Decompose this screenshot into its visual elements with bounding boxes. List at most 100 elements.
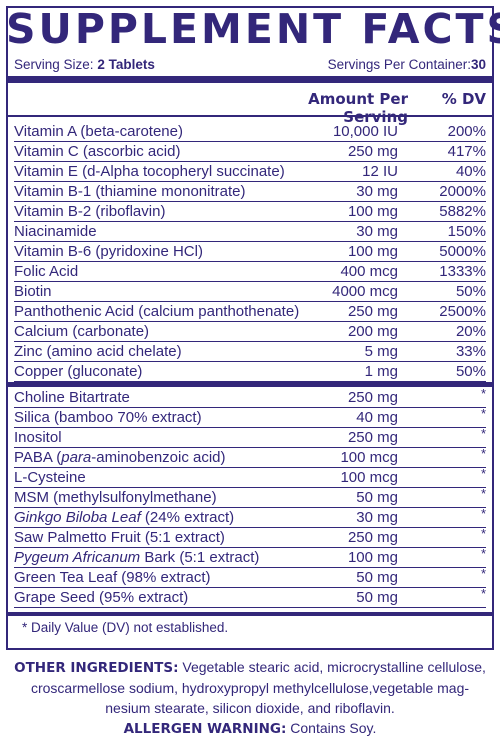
nutrient-amount: 100 mg bbox=[347, 243, 398, 260]
dv-header: % DV bbox=[441, 90, 486, 108]
nutrient-amount: 4000 mcg bbox=[332, 283, 398, 300]
vitamin-row: Calcium (carbonate) 200 mg 20% bbox=[14, 322, 486, 342]
nutrient-amount: 250 mg bbox=[347, 143, 398, 160]
nutrient-name: Ginkgo Biloba Leaf (24% extract) bbox=[14, 508, 234, 528]
section-divider bbox=[8, 382, 492, 387]
supplement-facts-panel bbox=[6, 6, 494, 650]
vitamin-row: Folic Acid 400 mcg 1333% bbox=[14, 262, 486, 282]
nutrient-amount: 100 mcg bbox=[340, 469, 398, 486]
nutrient-dv: * bbox=[480, 486, 486, 501]
nutrient-name: Vitamin B-6 (pyridoxine HCl) bbox=[14, 243, 203, 260]
nutrient-dv: 200% bbox=[447, 123, 486, 140]
nutrient-name: Vitamin C (ascorbic acid) bbox=[14, 143, 181, 160]
vitamin-row: Vitamin C (ascorbic acid) 250 mg 417% bbox=[14, 142, 486, 162]
servings-per-container-value: 30 bbox=[470, 56, 486, 72]
serving-size: Serving Size: 2 Tablets bbox=[14, 57, 155, 72]
nutrient-name: L-Cysteine bbox=[14, 469, 86, 486]
nutrient-amount: 40 mg bbox=[356, 409, 398, 426]
ingredient-row: MSM (methylsulfonylmethane) 50 mg * bbox=[14, 486, 486, 508]
nutrient-name: Vitamin B-1 (thiamine mononitrate) bbox=[14, 183, 246, 200]
nutrient-dv: 417% bbox=[447, 143, 486, 160]
vitamin-row: Vitamin B-2 (riboflavin) 100 mg 5882% bbox=[14, 202, 486, 222]
other-rows: Choline Bitartrate 250 mg * Silica (bamboo … bbox=[14, 386, 486, 608]
nutrient-dv: 2500% bbox=[439, 303, 486, 320]
nutrient-name: Biotin bbox=[14, 283, 52, 300]
allergen-label: ALLERGEN WARNING: bbox=[123, 721, 287, 737]
nutrient-name-italic: Ginkgo Biloba Leaf bbox=[14, 509, 141, 526]
nutrient-amount: 30 mg bbox=[356, 183, 398, 200]
nutrient-amount: 250 mg bbox=[347, 389, 398, 406]
nutrient-dv: 150% bbox=[447, 223, 486, 240]
nutrient-name-italic: para bbox=[61, 449, 92, 466]
nutrient-dv: * bbox=[480, 586, 486, 601]
nutrient-name: Inositol bbox=[14, 429, 62, 446]
vitamin-row: Copper (gluconate) 1 mg 50% bbox=[14, 362, 486, 382]
nutrient-dv: 50% bbox=[455, 283, 486, 300]
nutrient-dv: 33% bbox=[455, 343, 486, 360]
nutrient-amount: 50 mg bbox=[356, 489, 398, 506]
nutrient-name-italic: Pygeum Africanum bbox=[14, 549, 141, 566]
other-ingredients-label: OTHER INGREDIENTS: bbox=[14, 660, 179, 676]
vitamin-row: Biotin 4000 mcg 50% bbox=[14, 282, 486, 302]
other-ingredients: OTHER INGREDIENTS: Vegetable stearic aci… bbox=[0, 657, 500, 739]
nutrient-amount: 250 mg bbox=[347, 529, 398, 546]
ingredient-row: Choline Bitartrate 250 mg * bbox=[14, 386, 486, 408]
amount-header: Amount Per Serving bbox=[308, 90, 408, 126]
nutrient-dv: 40% bbox=[455, 163, 486, 180]
servings-per-container: Servings Per Container:30 bbox=[328, 57, 486, 72]
nutrient-name: Niacinamide bbox=[14, 223, 97, 240]
ingredient-row: Ginkgo Biloba Leaf (24% extract) 30 mg * bbox=[14, 506, 486, 528]
ingredient-row: Saw Palmetto Fruit (5:1 extract) 250 mg * bbox=[14, 526, 486, 548]
nutrient-name: Calcium (carbonate) bbox=[14, 323, 150, 340]
bottom-divider bbox=[8, 612, 492, 616]
nutrient-amount: 1 mg bbox=[364, 363, 398, 380]
ingredient-row: Green Tea Leaf (98% extract) 50 mg * bbox=[14, 566, 486, 588]
nutrient-amount: 10,000 IU bbox=[332, 123, 398, 140]
nutrient-name: Choline Bitartrate bbox=[14, 389, 130, 406]
other-ingredients-text-1: Vegetable stearic acid, microcrystalline… bbox=[178, 659, 486, 675]
nutrient-name-part: PABA ( bbox=[14, 449, 62, 466]
nutrient-dv: * bbox=[480, 446, 486, 461]
nutrient-amount: 100 mg bbox=[347, 549, 398, 566]
vitamin-row: Panthothenic Acid (calcium panthothenate… bbox=[14, 302, 486, 322]
nutrient-dv: 5882% bbox=[439, 203, 486, 220]
nutrient-dv: 1333% bbox=[439, 263, 486, 280]
nutrient-amount: 30 mg bbox=[356, 223, 398, 240]
vitamin-row: Zinc (amino acid chelate) 5 mg 33% bbox=[14, 342, 486, 362]
nutrient-name: Green Tea Leaf (98% extract) bbox=[14, 569, 211, 586]
nutrient-amount: 12 IU bbox=[362, 163, 398, 180]
nutrient-name: Saw Palmetto Fruit (5:1 extract) bbox=[14, 529, 225, 546]
nutrient-name: Copper (gluconate) bbox=[14, 363, 143, 380]
other-ingredients-line-1: OTHER INGREDIENTS: Vegetable stearic aci… bbox=[0, 657, 500, 678]
nutrient-dv: * bbox=[480, 546, 486, 561]
vitamin-row: Vitamin E (d-Alpha tocopheryl succinate)… bbox=[14, 162, 486, 182]
nutrient-amount: 400 mcg bbox=[340, 263, 398, 280]
vitamin-row: Vitamin B-6 (pyridoxine HCl) 100 mg 5000% bbox=[14, 242, 486, 262]
nutrient-name: Zinc (amino acid chelate) bbox=[14, 343, 182, 360]
serving-size-label: Serving Size: bbox=[14, 56, 94, 72]
nutrient-name: Pygeum Africanum Bark (5:1 extract) bbox=[14, 548, 259, 568]
nutrient-amount: 100 mcg bbox=[340, 449, 398, 466]
nutrient-dv: 2000% bbox=[439, 183, 486, 200]
nutrient-amount: 30 mg bbox=[356, 509, 398, 526]
nutrient-amount: 250 mg bbox=[347, 303, 398, 320]
nutrient-dv: * bbox=[480, 506, 486, 521]
nutrient-name-part: (24% extract) bbox=[140, 509, 235, 526]
nutrient-dv: * bbox=[480, 566, 486, 581]
vitamin-row: Niacinamide 30 mg 150% bbox=[14, 222, 486, 242]
ingredient-row: Silica (bamboo 70% extract) 40 mg * bbox=[14, 406, 486, 428]
allergen-text: Contains Soy. bbox=[286, 720, 377, 736]
header-divider bbox=[8, 115, 492, 117]
nutrient-name: Panthothenic Acid (calcium panthothenate… bbox=[14, 303, 300, 320]
ingredient-row: Grape Seed (95% extract) 50 mg * bbox=[14, 586, 486, 608]
allergen-warning: ALLERGEN WARNING: Contains Soy. bbox=[0, 718, 500, 739]
nutrient-dv: * bbox=[480, 386, 486, 401]
nutrient-amount: 100 mg bbox=[347, 203, 398, 220]
ingredient-row: Pygeum Africanum Bark (5:1 extract) 100 m… bbox=[14, 546, 486, 568]
other-ingredients-line-2: croscarmellose sodium, hydroxypropyl met… bbox=[30, 680, 470, 696]
nutrient-amount: 200 mg bbox=[347, 323, 398, 340]
nutrient-name: Folic Acid bbox=[14, 263, 79, 280]
thick-divider bbox=[8, 76, 492, 83]
ingredient-row: PABA (para-aminobenzoic acid) 100 mcg * bbox=[14, 446, 486, 468]
nutrient-name: MSM (methylsulfonylmethane) bbox=[14, 489, 217, 506]
